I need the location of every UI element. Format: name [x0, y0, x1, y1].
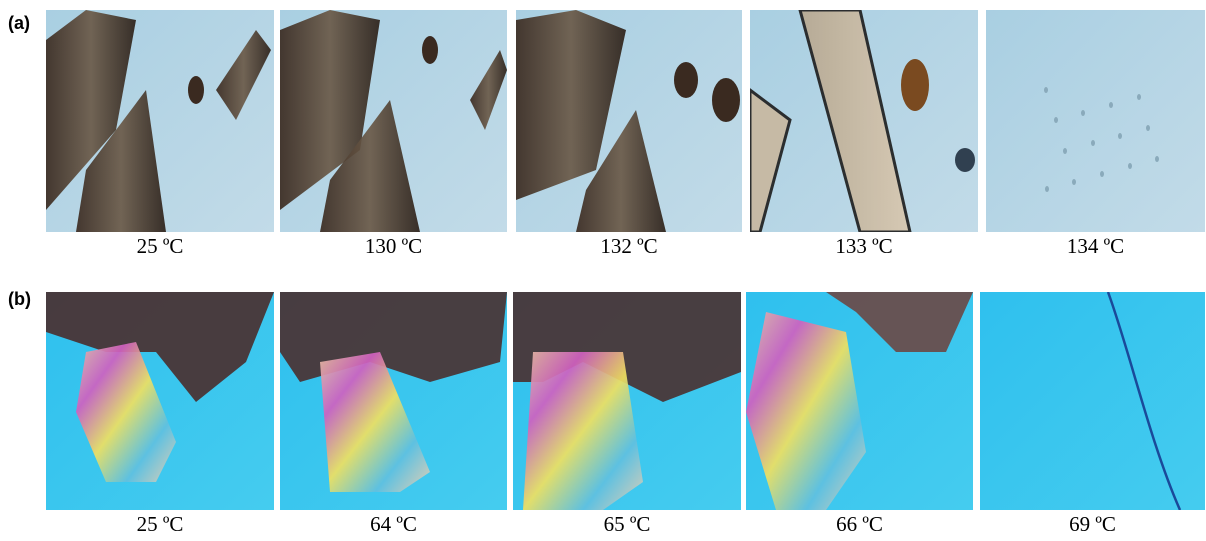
caption: 132 ºC [600, 234, 657, 258]
shape [1118, 133, 1122, 139]
micrograph [516, 10, 742, 232]
caption: 133 ºC [835, 234, 892, 258]
caption: 134 ºC [1067, 234, 1124, 258]
shape [1063, 148, 1067, 154]
figure: (a) 25 ºC 130 ºC 132 ºC 133 ºC 134 ºC (b) 25 ºC… [0, 0, 1206, 541]
shape [1128, 163, 1132, 169]
shape [523, 352, 643, 510]
caption: 66 ºC [836, 512, 883, 536]
shape [1044, 87, 1048, 93]
micrograph [986, 10, 1205, 232]
shape [1081, 110, 1085, 116]
micrograph [513, 292, 741, 510]
shape [1100, 171, 1104, 177]
panel-label: (b) [8, 289, 31, 309]
shape [188, 76, 204, 104]
caption: 25 ºC [137, 512, 184, 536]
shape [712, 78, 740, 122]
shape [955, 148, 975, 172]
shape [1109, 102, 1113, 108]
shape [1155, 156, 1159, 162]
panel-label: (a) [8, 13, 30, 33]
micrograph [46, 10, 274, 232]
micrograph [750, 10, 978, 232]
caption: 130 ºC [365, 234, 422, 258]
micrograph-background [980, 292, 1205, 510]
micrograph-background [986, 10, 1205, 232]
shape [280, 292, 507, 382]
micrograph [980, 292, 1205, 510]
caption: 65 ºC [604, 512, 651, 536]
caption: 64 ºC [370, 512, 417, 536]
caption: 69 ºC [1069, 512, 1116, 536]
shape [1091, 140, 1095, 146]
page: Hot-stage microscopy figure html, body {… [0, 0, 1206, 541]
shape [422, 36, 438, 64]
shape [1137, 94, 1141, 100]
micrograph [280, 292, 507, 510]
shape [901, 59, 929, 111]
micrograph [746, 292, 973, 510]
shape [1054, 117, 1058, 123]
shape [1072, 179, 1076, 185]
micrograph [280, 10, 507, 232]
caption: 25 ºC [137, 234, 184, 258]
page-body: {"panels": [ {"label": "(a)", "captions"… [0, 0, 1206, 541]
micrograph [46, 292, 274, 510]
shape [1146, 125, 1150, 131]
shape [1045, 186, 1049, 192]
shape [674, 62, 698, 98]
